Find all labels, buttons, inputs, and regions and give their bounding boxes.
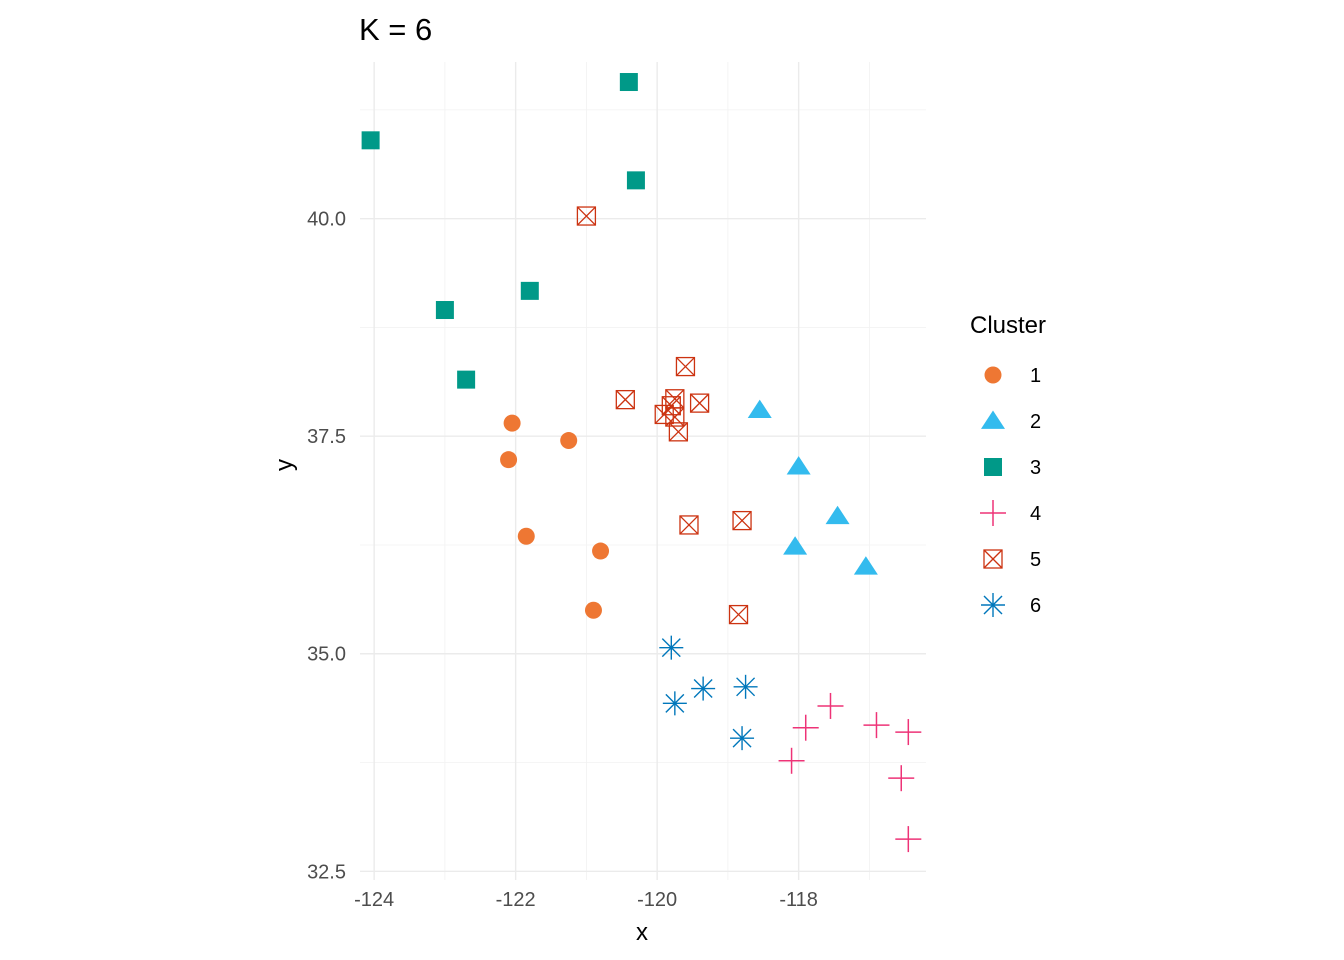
data-point-cluster-3: [520, 281, 539, 300]
data-point-cluster-4: [817, 692, 844, 719]
legend-item-5: 5: [983, 549, 1041, 571]
legend-key-5: [983, 549, 1003, 569]
data-point-cluster-4: [895, 826, 922, 853]
legend-key-6: [981, 593, 1005, 617]
data-point-cluster-5: [732, 510, 752, 531]
data-point-cluster-6: [730, 726, 755, 751]
legend-label: 4: [1030, 503, 1041, 525]
legend-title: Cluster: [970, 312, 1046, 339]
x-tick-label: -120: [637, 889, 677, 911]
y-axis-title: y: [271, 459, 298, 471]
data-point-cluster-1: [584, 601, 602, 619]
data-point-cluster-1: [592, 542, 610, 560]
y-axis-ticks: 32.5 35.0 37.5 40.0: [307, 209, 346, 884]
data-point-cluster-2: [853, 556, 878, 575]
data-point-cluster-5: [679, 515, 699, 535]
data-point-cluster-4: [778, 747, 805, 774]
legend-item-1: 1: [984, 365, 1041, 387]
grid: [360, 62, 926, 880]
data-point-cluster-6: [733, 674, 758, 699]
data-point-cluster-4: [792, 714, 819, 741]
legend-label: 2: [1030, 411, 1041, 433]
data-point-cluster-1: [560, 432, 578, 450]
data-point-cluster-2: [786, 456, 811, 475]
data-point-cluster-2: [747, 399, 772, 418]
legend-item-2: 2: [981, 410, 1041, 433]
data-point-cluster-2: [825, 505, 850, 525]
data-point-cluster-1: [517, 527, 535, 545]
data-point-cluster-6: [691, 676, 716, 701]
legend-item-4: 4: [980, 500, 1041, 526]
legend-key-3: [984, 458, 1002, 476]
legend-label: 6: [1030, 595, 1041, 617]
data-point-cluster-3: [435, 301, 454, 320]
data-point-cluster-6: [662, 691, 687, 716]
data-point-cluster-3: [626, 171, 645, 190]
x-tick-label: -124: [354, 889, 394, 911]
data-point-cluster-5: [689, 393, 710, 413]
y-tick-label: 35.0: [307, 644, 346, 666]
legend-item-6: 6: [981, 593, 1041, 617]
data-points: [361, 73, 922, 853]
data-point-cluster-6: [659, 635, 684, 660]
data-point-cluster-4: [863, 712, 890, 739]
data-point-cluster-5: [615, 389, 635, 410]
data-point-cluster-1: [500, 451, 518, 469]
data-point-cluster-2: [783, 536, 808, 555]
x-tick-label: -122: [496, 889, 536, 911]
x-axis-title: x: [636, 919, 648, 946]
data-point-cluster-4: [895, 719, 922, 746]
y-tick-label: 37.5: [307, 426, 346, 448]
data-point-cluster-3: [361, 131, 380, 150]
legend-label: 1: [1030, 365, 1041, 387]
data-point-cluster-5: [668, 422, 689, 442]
data-point-cluster-4: [888, 765, 915, 792]
data-point-cluster-3: [619, 73, 638, 92]
data-point-cluster-5: [675, 356, 696, 377]
legend-label: 5: [1030, 549, 1041, 571]
legend-items: 1 2 3 4 5 6: [980, 365, 1041, 617]
legend-item-3: 3: [984, 457, 1041, 479]
y-tick-label: 32.5: [307, 861, 346, 883]
x-tick-label: -118: [779, 889, 818, 911]
legend-key-4: [980, 500, 1006, 526]
data-point-cluster-5: [728, 604, 749, 625]
y-tick-label: 40.0: [307, 209, 346, 231]
x-axis-ticks: -124 -122 -120 -118: [354, 889, 818, 911]
legend-key-2: [981, 410, 1005, 429]
data-point-cluster-5: [576, 206, 597, 226]
legend-key-1: [984, 366, 1002, 384]
chart-title: K = 6: [359, 12, 432, 47]
data-point-cluster-3: [457, 370, 476, 389]
legend: Cluster 1 2 3 4 5 6: [970, 312, 1046, 617]
legend-label: 3: [1030, 457, 1041, 479]
data-point-cluster-1: [503, 414, 521, 432]
